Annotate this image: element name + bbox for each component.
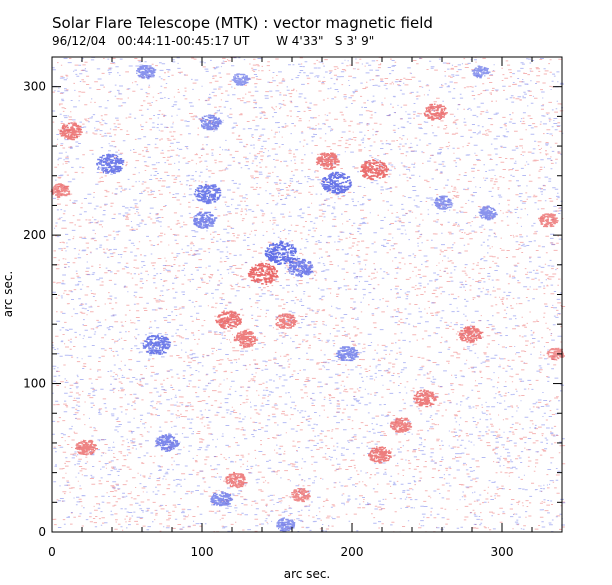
x-tick-label: 300: [491, 545, 514, 559]
negative-polarity-patch: [287, 258, 314, 278]
figure-title: Solar Flare Telescope (MTK) : vector mag…: [52, 14, 433, 32]
magnetogram-patch-layer: [50, 65, 565, 532]
positive-polarity-patch: [368, 446, 392, 464]
positive-polarity-patch: [233, 329, 259, 348]
y-tick-label: 0: [38, 525, 46, 539]
y-axis-label: arc sec.: [1, 271, 15, 317]
y-tick-label: 200: [23, 228, 46, 242]
negative-polarity-patch: [264, 240, 297, 265]
negative-polarity-patch: [155, 434, 180, 452]
negative-polarity-patch: [231, 73, 251, 86]
negative-polarity-patch: [321, 171, 353, 195]
positive-polarity-patch: [59, 122, 83, 141]
negative-polarity-patch: [336, 346, 359, 362]
negative-polarity-patch: [193, 211, 218, 229]
negative-polarity-patch: [433, 195, 453, 210]
positive-polarity-patch: [50, 183, 71, 198]
positive-polarity-patch: [423, 103, 448, 121]
positive-polarity-patch: [275, 313, 298, 329]
positive-polarity-patch: [247, 262, 279, 285]
positive-polarity-patch: [360, 159, 390, 181]
negative-polarity-patch: [199, 114, 222, 131]
positive-polarity-patch: [412, 389, 439, 408]
noise-texture: [52, 56, 566, 533]
positive-polarity-patch: [315, 152, 340, 170]
positive-polarity-patch: [538, 213, 559, 228]
negative-polarity-patch: [478, 205, 498, 221]
figure-subtitle: 96/12/04 00:44:11-00:45:17 UT W 4'33" S …: [52, 34, 375, 48]
plot-background: [52, 57, 562, 532]
positive-polarity-patch: [215, 310, 242, 330]
y-tick-label: 100: [23, 377, 46, 391]
negative-polarity-patch: [142, 334, 172, 355]
x-axis-label: arc sec.: [284, 567, 330, 581]
positive-polarity-patch: [389, 417, 413, 433]
positive-polarity-patch: [75, 439, 98, 456]
magnetogram-noise-layer: [52, 56, 566, 533]
x-tick-label: 200: [341, 545, 364, 559]
negative-polarity-patch: [96, 153, 125, 174]
x-tick-label: 0: [48, 545, 56, 559]
positive-polarity-patch: [291, 488, 311, 503]
negative-polarity-patch: [193, 183, 222, 205]
negative-polarity-patch: [210, 491, 234, 507]
positive-polarity-patch: [458, 325, 484, 344]
negative-polarity-patch: [136, 65, 157, 80]
negative-polarity-patch: [471, 65, 491, 79]
negative-polarity-patch: [276, 517, 296, 532]
positive-polarity-patch: [225, 471, 248, 489]
x-tick-label: 100: [191, 545, 214, 559]
axis-tick-labels: 0 100 200 300 0 100 200 300: [23, 80, 513, 559]
y-tick-label: 300: [23, 80, 46, 94]
axis-ticks: [51, 56, 563, 533]
